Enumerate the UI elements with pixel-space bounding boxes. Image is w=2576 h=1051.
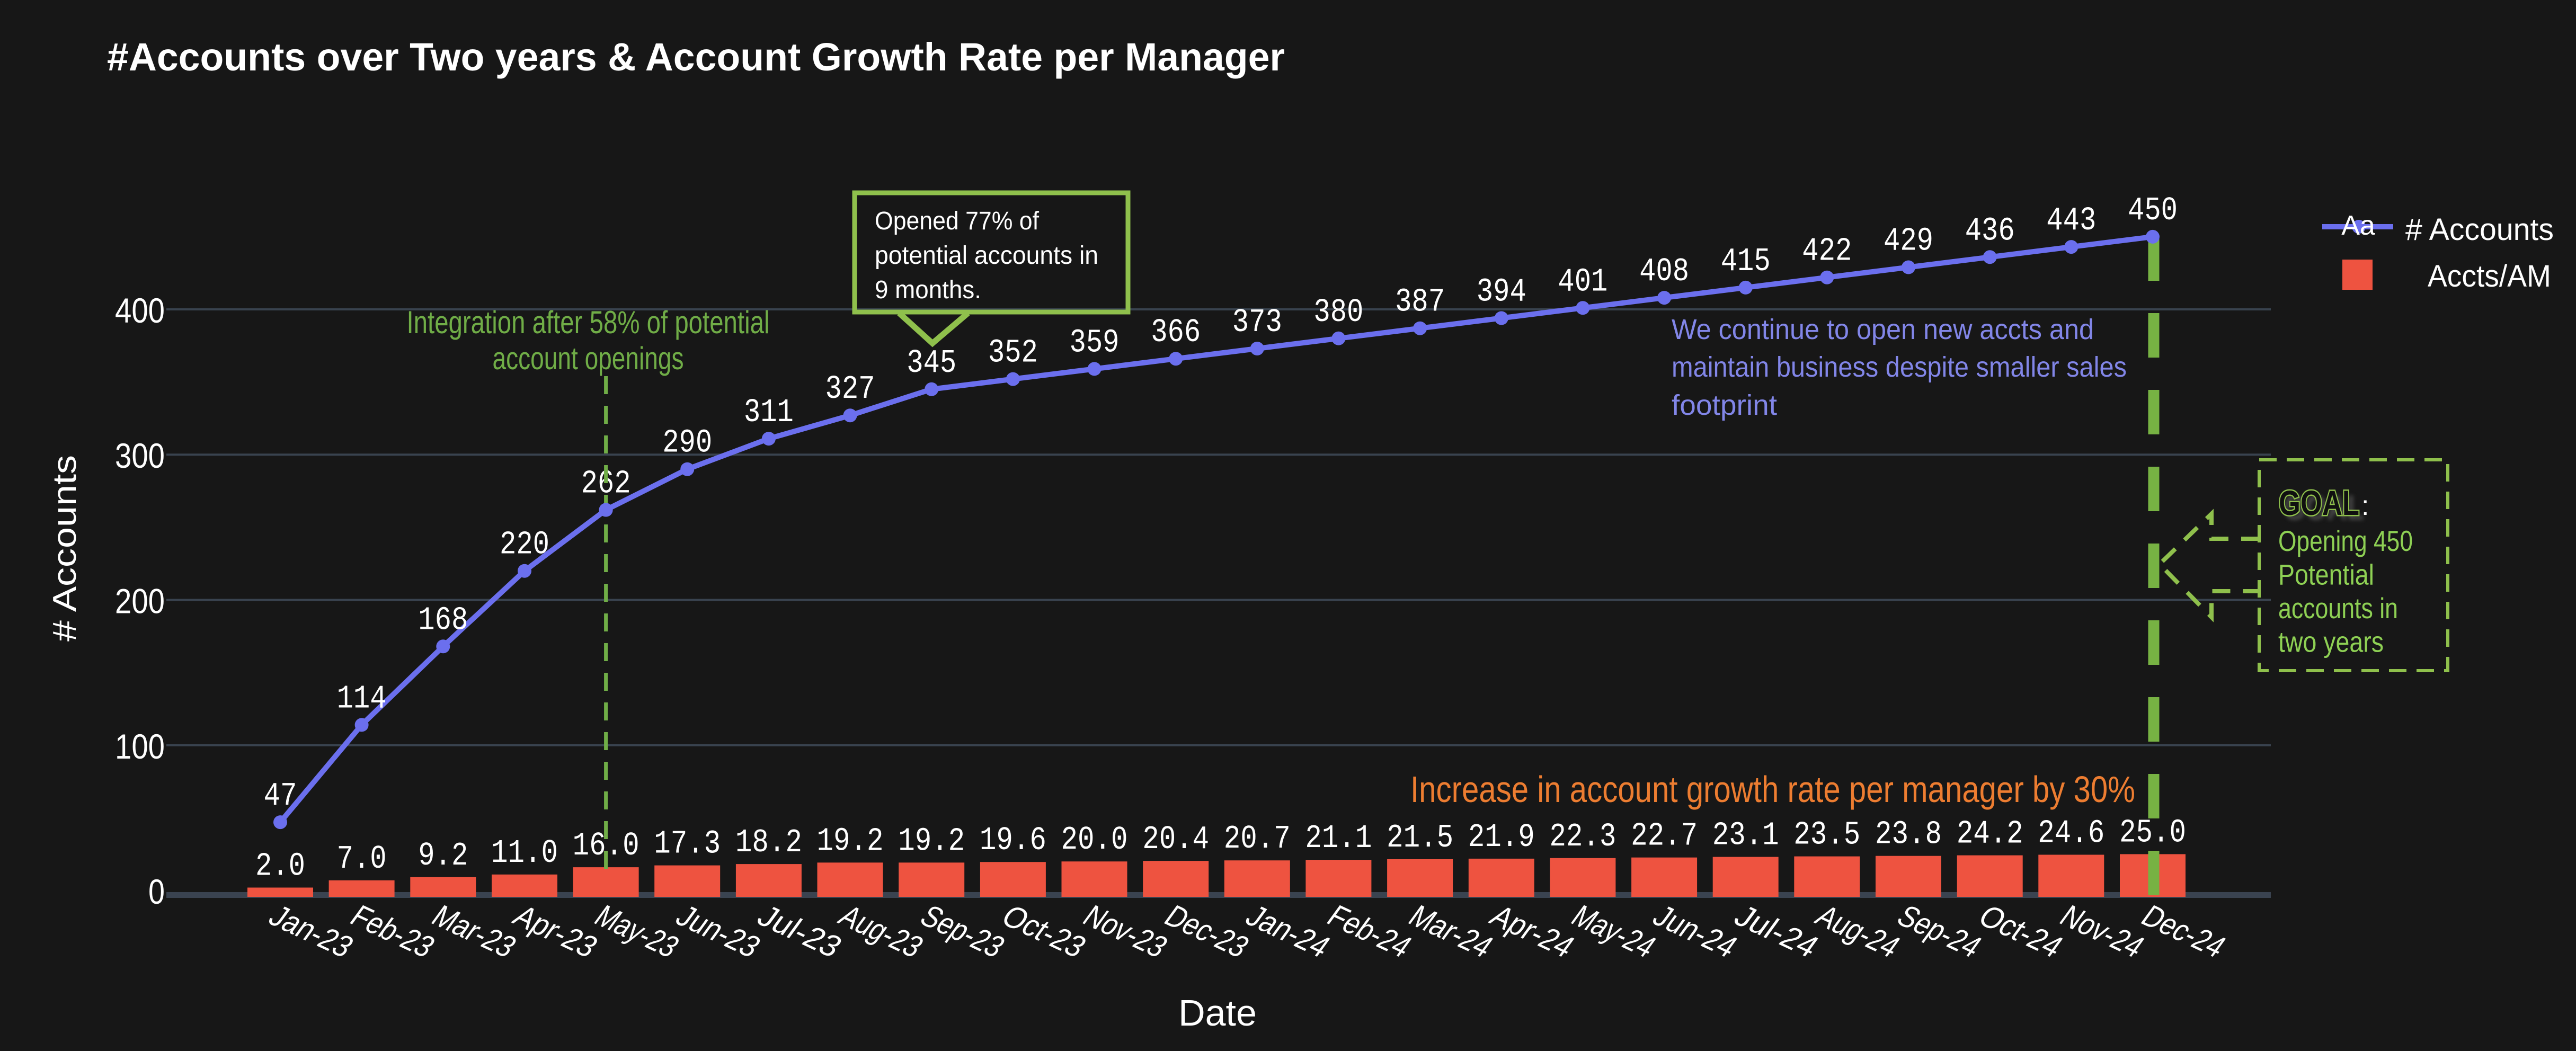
svg-text:maintain business despite smal: maintain business despite smaller sales	[1672, 351, 2127, 383]
svg-text:327: 327	[825, 370, 875, 408]
svg-text:potential accounts in: potential accounts in	[875, 242, 1098, 270]
svg-text:GOAL: GOAL	[2279, 483, 2359, 522]
svg-text:9 months.: 9 months.	[875, 276, 981, 304]
svg-text:24.6: 24.6	[2038, 815, 2104, 852]
svg-text:18.2: 18.2	[735, 824, 802, 861]
svg-text:22.3: 22.3	[1549, 818, 1616, 856]
svg-text:100: 100	[115, 727, 165, 766]
svg-text:290: 290	[662, 424, 712, 462]
svg-text:22.7: 22.7	[1631, 817, 1698, 855]
svg-text:7.0: 7.0	[337, 840, 387, 878]
svg-text:# Accounts: # Accounts	[2405, 212, 2554, 247]
svg-text:#Accounts over Two years & Acc: #Accounts over Two years & Account Growt…	[107, 35, 1285, 79]
svg-text:footprint: footprint	[1672, 389, 1777, 421]
svg-text:200: 200	[115, 582, 165, 621]
svg-text:0: 0	[148, 872, 165, 911]
svg-text:We continue to open new accts: We continue to open new accts and	[1672, 314, 2094, 345]
svg-text:19.6: 19.6	[980, 822, 1046, 859]
svg-text:47: 47	[264, 777, 297, 815]
svg-text:account openings: account openings	[493, 341, 684, 376]
svg-text:25.0: 25.0	[2119, 814, 2186, 851]
svg-text:# Accounts: # Accounts	[47, 455, 83, 642]
svg-text:373: 373	[1232, 304, 1282, 341]
svg-text:21.9: 21.9	[1468, 818, 1535, 856]
svg-text:23.8: 23.8	[1875, 816, 1942, 853]
svg-text:23.1: 23.1	[1712, 817, 1779, 854]
svg-text:17.3: 17.3	[654, 825, 721, 863]
svg-text:2.0: 2.0	[255, 848, 305, 885]
svg-text:408: 408	[1639, 253, 1689, 290]
svg-text:19.2: 19.2	[898, 822, 965, 860]
svg-text:20.4: 20.4	[1142, 821, 1209, 858]
svg-text:Integration after 58% of poten: Integration after 58% of potential	[407, 305, 770, 340]
svg-text:352: 352	[988, 334, 1038, 372]
svg-text:two years: two years	[2278, 626, 2384, 658]
svg-text:394: 394	[1477, 273, 1526, 311]
svg-text:168: 168	[418, 601, 468, 639]
svg-text:GOAL: GOAL	[2284, 488, 2364, 527]
svg-text::: :	[2361, 491, 2369, 521]
svg-text:114: 114	[337, 680, 387, 717]
svg-text:Accts/AM: Accts/AM	[2428, 259, 2551, 293]
svg-text:415: 415	[1721, 243, 1771, 280]
svg-text:20.0: 20.0	[1061, 821, 1128, 859]
svg-text:24.2: 24.2	[1957, 815, 2023, 853]
svg-text:220: 220	[500, 526, 549, 564]
svg-text:443: 443	[2046, 202, 2096, 239]
svg-text:366: 366	[1151, 314, 1201, 351]
svg-text:436: 436	[1965, 212, 2015, 250]
svg-text:450: 450	[2128, 192, 2178, 229]
svg-text:422: 422	[1802, 233, 1852, 270]
svg-text:387: 387	[1395, 283, 1445, 321]
svg-text:19.2: 19.2	[817, 822, 884, 860]
svg-text:345: 345	[907, 344, 956, 382]
svg-text:401: 401	[1558, 263, 1607, 300]
svg-text:21.5: 21.5	[1387, 819, 1453, 857]
svg-text:21.1: 21.1	[1305, 820, 1372, 857]
svg-text:23.5: 23.5	[1793, 816, 1860, 854]
svg-text:Date: Date	[1178, 992, 1257, 1034]
svg-text:400: 400	[115, 291, 165, 330]
svg-text:429: 429	[1884, 222, 1933, 260]
svg-text:11.0: 11.0	[491, 834, 558, 872]
svg-text:380: 380	[1313, 293, 1363, 331]
svg-text:20.7: 20.7	[1224, 820, 1291, 858]
svg-text:Opening 450: Opening 450	[2278, 524, 2413, 557]
svg-text:accounts in: accounts in	[2278, 592, 2398, 625]
svg-text:9.2: 9.2	[418, 837, 468, 875]
svg-text:Opened 77% of: Opened 77% of	[875, 207, 1040, 235]
svg-text:300: 300	[115, 436, 165, 475]
svg-text:Increase in account growth rat: Increase in account growth rate per mana…	[1410, 769, 2135, 810]
svg-text:359: 359	[1070, 324, 1120, 361]
svg-text:311: 311	[744, 394, 794, 431]
svg-text:Aa: Aa	[2341, 210, 2375, 241]
svg-text:Potential: Potential	[2278, 558, 2374, 591]
